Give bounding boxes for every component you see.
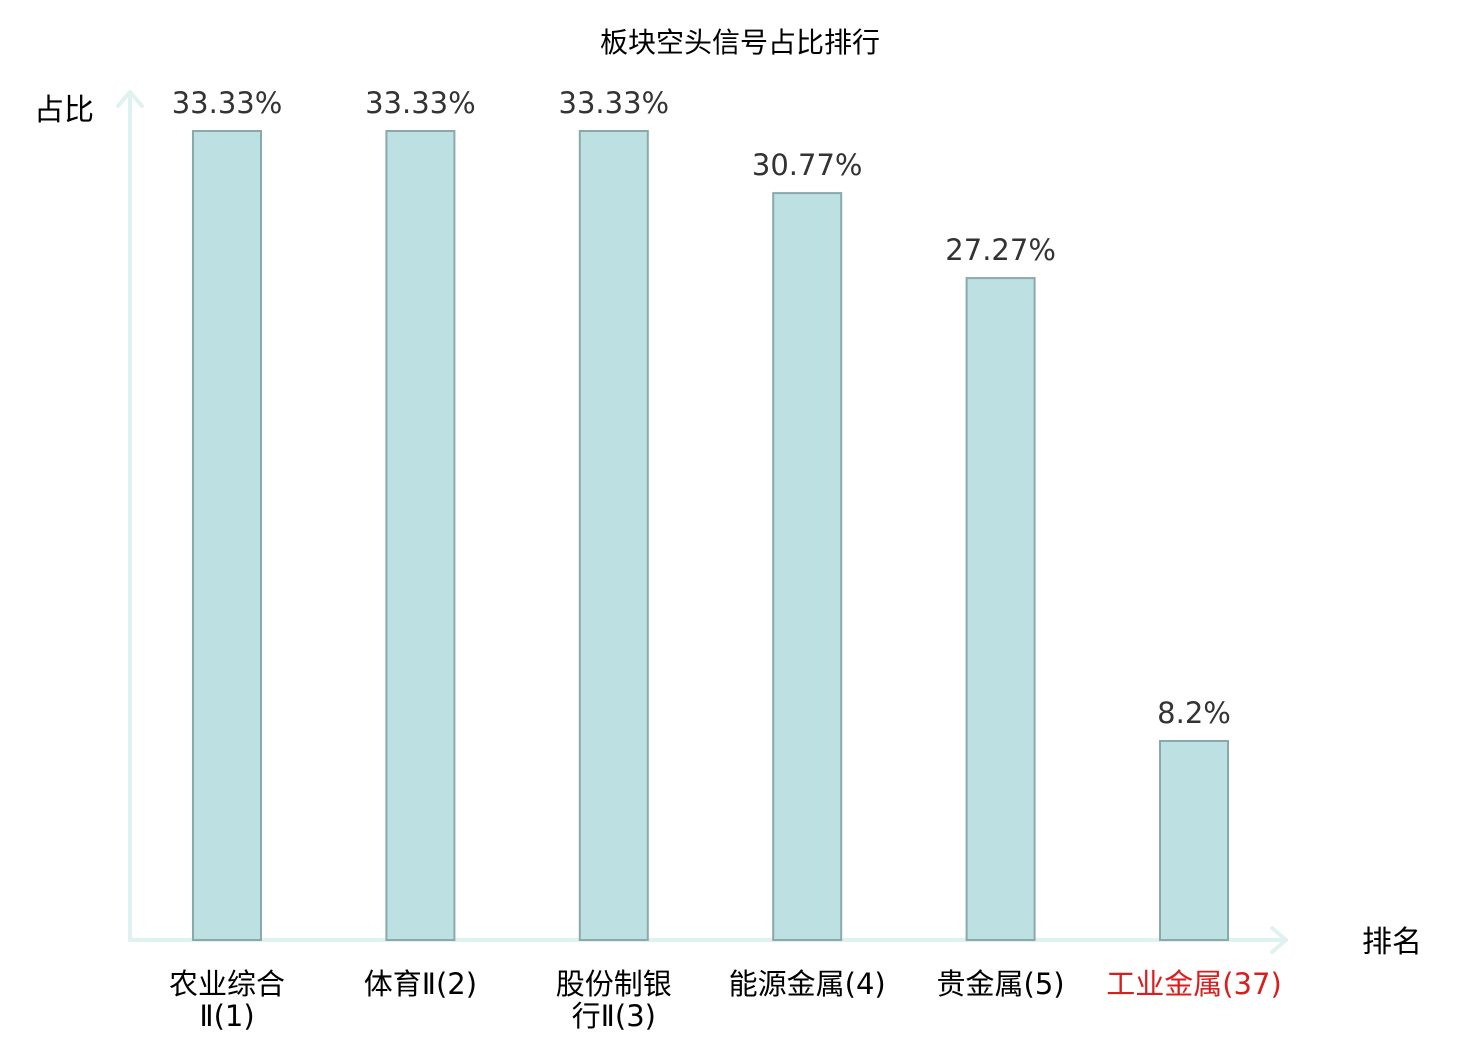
x-axis-arrow (1270, 926, 1288, 954)
category-label-line: 贵金属(5) (937, 967, 1065, 1001)
value-label-6: 8.2% (1157, 696, 1231, 730)
bar-3 (578, 130, 649, 941)
value-labels-group: 33.33% 33.33% 33.33% 30.77% 27.27% 8.2% (172, 86, 1231, 730)
bar-2 (385, 130, 456, 941)
category-label-line: 能源金属(4) (729, 967, 886, 1001)
category-label-line: 股份制银 (556, 967, 672, 1001)
category-label-6: 工业金属(37) (1106, 967, 1282, 1001)
value-label-4: 30.77% (752, 148, 863, 182)
category-label-line: Ⅱ(1) (199, 999, 254, 1033)
value-label-1: 33.33% (172, 86, 283, 120)
value-label-3: 33.33% (559, 86, 670, 120)
y-axis-label: 占比 (34, 93, 94, 128)
category-label-1: 农业综合 Ⅱ(1) (169, 967, 285, 1033)
bar-6 (1159, 740, 1229, 941)
category-label-5: 贵金属(5) (937, 967, 1065, 1001)
category-label-2: 体育Ⅱ(2) (364, 967, 477, 1001)
chart-title: 板块空头信号占比排行 (600, 26, 880, 59)
value-label-2: 33.33% (365, 86, 476, 120)
y-axis-arrow (116, 90, 144, 108)
category-label-4: 能源金属(4) (729, 967, 886, 1001)
bar-4 (772, 192, 843, 942)
category-label-line: 农业综合 (169, 967, 285, 1001)
category-label-line: 体育Ⅱ(2) (364, 967, 477, 1001)
category-labels-group: 农业综合 Ⅱ(1) 体育Ⅱ(2) 股份制银行Ⅱ(3) 能源金属(4) 贵金属(5) 工业金属… (169, 967, 1282, 1033)
value-label-5: 27.27% (945, 233, 1056, 267)
x-axis-label: 排名 (1362, 925, 1422, 960)
category-label-line: 工业金属(37) (1106, 967, 1282, 1001)
bar-5 (965, 277, 1036, 942)
bars-group (192, 130, 1229, 942)
axes (116, 90, 1288, 954)
bar-1 (192, 130, 262, 941)
category-label-3: 股份制银行Ⅱ(3) (556, 967, 672, 1033)
category-label-line: 行Ⅱ(3) (572, 999, 656, 1033)
